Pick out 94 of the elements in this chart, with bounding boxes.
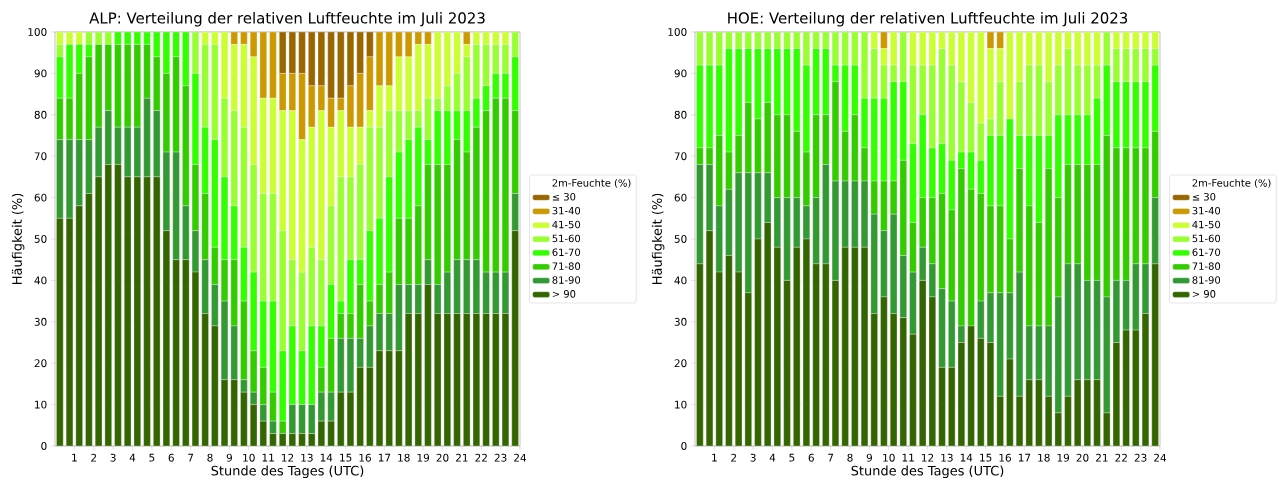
y-tick-label: 0 <box>681 442 687 450</box>
x-tick-label: 12 <box>281 453 294 462</box>
legend-label: 31-40 <box>552 206 581 215</box>
chart-title: ALP: Verteilung der relativen Luftfeuchte im Juli 2023 <box>89 12 485 27</box>
legend-label: 41-50 <box>552 220 581 229</box>
x-tick-label: 18 <box>398 453 410 462</box>
legend-label: > 90 <box>1192 290 1216 298</box>
legend-label: 61-70 <box>1192 248 1221 257</box>
legend-label: 41-50 <box>1192 220 1221 229</box>
y-tick-label: 80 <box>674 110 687 119</box>
x-tick-label: 20 <box>1076 453 1089 462</box>
y-tick-label: 30 <box>674 317 687 326</box>
legend-label: 71-80 <box>552 262 581 270</box>
x-tick-label: 15 <box>980 453 992 462</box>
y-tick-label: 50 <box>34 235 47 243</box>
legend-title: 2m-Feuchte (%) <box>1192 178 1271 188</box>
x-tick-label: 23 <box>494 453 507 462</box>
legend-label: 81-90 <box>552 276 581 284</box>
x-tick-label: 19 <box>417 453 430 462</box>
x-tick-label: 21 <box>1096 453 1108 462</box>
x-tick-label: 16 <box>359 453 371 462</box>
y-tick-label: 100 <box>668 28 687 36</box>
x-tick-label: 24 <box>1154 453 1167 462</box>
x-tick-label: 17 <box>1018 453 1031 462</box>
x-axis-title: Stunde des Tages (UTC) <box>211 465 364 479</box>
x-tick-label: 8 <box>207 453 213 462</box>
y-tick-label: 30 <box>34 317 47 326</box>
x-tick-label: 6 <box>808 453 814 462</box>
x-tick-label: 18 <box>1038 453 1050 462</box>
x-tick-label: 17 <box>378 453 391 462</box>
x-tick-label: 7 <box>828 453 834 462</box>
x-tick-label: 9 <box>866 453 872 462</box>
x-tick-label: 22 <box>475 453 487 462</box>
x-tick-label: 20 <box>436 453 449 462</box>
y-tick-label: 20 <box>674 359 687 368</box>
y-tick-label: 10 <box>35 400 47 409</box>
x-tick-label: 9 <box>226 453 232 462</box>
x-tick-label: 22 <box>1115 453 1127 462</box>
y-tick-label: 70 <box>34 152 47 161</box>
x-tick-label: 11 <box>902 453 914 462</box>
y-tick-label: 90 <box>34 69 47 78</box>
y-tick-label: 70 <box>674 152 687 161</box>
legend-title: 2m-Feuchte (%) <box>552 178 631 188</box>
legend-label: 61-70 <box>552 248 581 257</box>
y-tick-label: 60 <box>34 193 47 202</box>
y-tick-label: 60 <box>674 193 687 202</box>
x-tick-label: 2 <box>731 453 737 462</box>
y-tick-label: 40 <box>34 276 47 285</box>
x-tick-label: 11 <box>262 453 274 462</box>
legend-label: 81-90 <box>1192 276 1221 284</box>
x-tick-label: 1 <box>72 453 77 462</box>
legend-label: ≤ 30 <box>1192 193 1216 201</box>
x-tick-label: 4 <box>129 453 136 462</box>
x-tick-label: 13 <box>301 453 313 462</box>
y-tick-label: 40 <box>674 276 687 285</box>
x-tick-label: 24 <box>514 453 527 462</box>
x-tick-label: 15 <box>340 453 352 462</box>
x-tick-label: 14 <box>960 453 973 462</box>
legend-label: > 90 <box>552 290 576 298</box>
y-tick-label: 50 <box>674 235 687 243</box>
x-tick-label: 16 <box>999 453 1011 462</box>
y-tick-label: 80 <box>34 110 47 119</box>
x-tick-label: 1 <box>712 453 717 462</box>
legend-label: 71-80 <box>1192 262 1221 270</box>
x-tick-label: 5 <box>149 453 155 462</box>
y-tick-label: 0 <box>41 442 47 450</box>
x-tick-label: 2 <box>91 453 97 462</box>
y-tick-label: 100 <box>28 28 47 36</box>
x-tick-label: 7 <box>188 453 194 462</box>
x-tick-label: 10 <box>243 453 255 462</box>
legend-label: 51-60 <box>552 234 581 243</box>
x-tick-label: 5 <box>789 453 795 462</box>
x-tick-label: 10 <box>883 453 895 462</box>
y-tick-label: 90 <box>674 69 687 78</box>
x-tick-label: 14 <box>320 453 333 462</box>
x-tick-label: 21 <box>455 453 468 462</box>
x-tick-label: 4 <box>769 453 776 462</box>
chart-title: HOE: Verteilung der relativen Luftfeuchte im Juli 2023 <box>728 12 1128 27</box>
y-tick-label: 10 <box>675 400 687 409</box>
y-tick-label: 20 <box>34 359 47 368</box>
y-axis-title: Häufigkeit (%) <box>11 193 25 284</box>
y-axis-title: Häufigkeit (%) <box>651 193 665 284</box>
legend-label: 51-60 <box>1192 234 1221 243</box>
legend-label: ≤ 30 <box>552 193 576 201</box>
legend-label: 31-40 <box>1192 206 1221 215</box>
x-tick-label: 13 <box>941 453 953 462</box>
x-tick-label: 6 <box>168 453 174 462</box>
x-tick-label: 8 <box>847 453 853 462</box>
x-tick-label: 3 <box>110 453 116 462</box>
x-tick-label: 3 <box>750 453 756 462</box>
x-axis-title: Stunde des Tages (UTC) <box>851 465 1004 479</box>
x-tick-label: 19 <box>1057 453 1070 462</box>
x-tick-label: 23 <box>1134 453 1147 462</box>
x-tick-label: 12 <box>922 453 934 462</box>
